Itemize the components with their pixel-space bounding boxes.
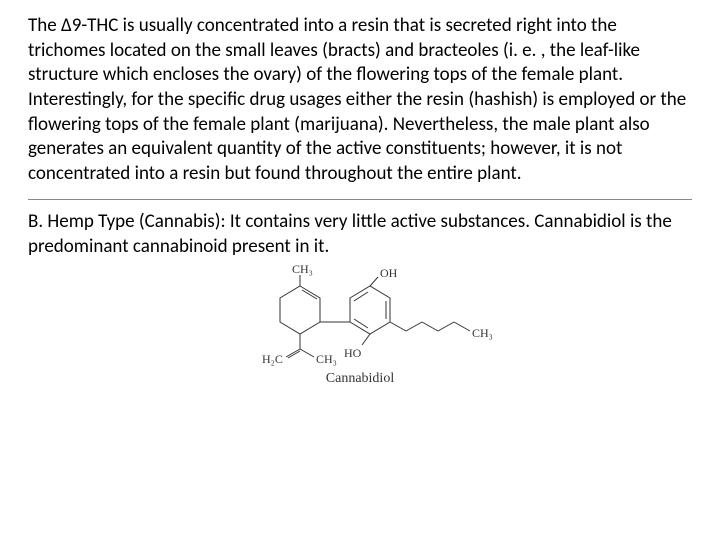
label-ch3-right: CH₃ (472, 326, 493, 340)
section-b-paragraph: B. Hemp Type (Cannabis): It contains ver… (28, 210, 692, 259)
main-paragraph: The Δ9-THC is usually concentrated into … (28, 14, 692, 187)
label-ho: HO (344, 346, 362, 360)
label-ch3-bottom: CH₃ (316, 352, 337, 366)
label-h2c: H₂C (262, 352, 283, 366)
chemical-structure-figure: CH₃ H₂C CH₃ HO OH CH₃ Cannabidiol (28, 261, 692, 387)
cannabidiol-structure: CH₃ H₂C CH₃ HO OH CH₃ (220, 261, 500, 371)
chemical-caption: Cannabidiol (326, 371, 394, 387)
section-divider (28, 199, 692, 200)
label-oh: OH (380, 266, 398, 280)
label-ch3-top: CH₃ (292, 262, 313, 276)
